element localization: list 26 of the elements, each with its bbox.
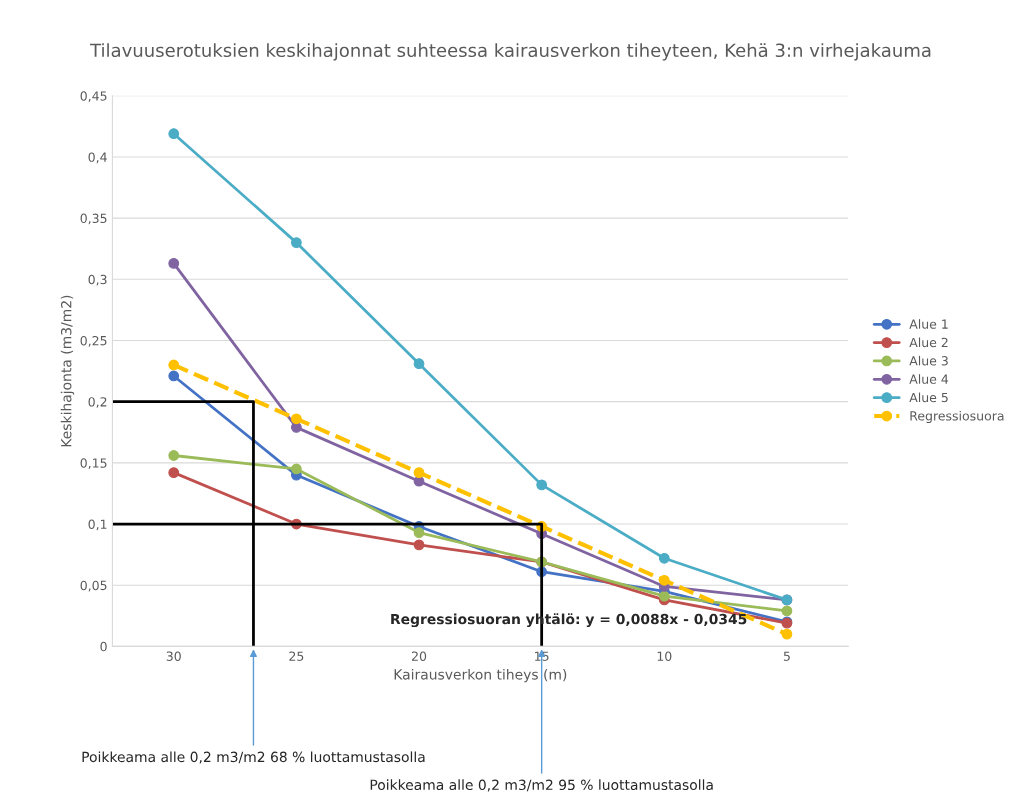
x-tick-label: 25 (289, 651, 304, 661)
y-tick-label: 0,4 (88, 152, 107, 164)
legend-label: Alue 1 (909, 319, 948, 329)
x-tick-label: 5 (783, 651, 790, 661)
legend-label: Alue 5 (909, 392, 948, 403)
x-tick-label: 20 (411, 651, 427, 661)
y-tick-label: 0,45 (80, 91, 107, 102)
x-axis-title: Kairausverkon tiheys (m) (394, 668, 567, 683)
y-tick-label: 0,25 (80, 335, 107, 347)
y-tick-label: 0,3 (88, 274, 107, 286)
annotation: Poikkeama alle 0,2 m3/m2 68 % luottamustasolla (82, 751, 425, 764)
legend-label: Regressiosuora (910, 410, 1004, 423)
y-tick-label: 0,1 (88, 519, 107, 531)
y-tick-label: 0,2 (88, 397, 107, 408)
y-tick-label: 0,35 (80, 213, 107, 225)
y-tick-label: 0,05 (80, 580, 107, 592)
legend-label: Alue 2 (909, 337, 948, 348)
y-tick-label: 0,15 (80, 458, 107, 470)
x-tick-label: 30 (166, 651, 181, 661)
y-tick-label: 0 (100, 641, 107, 652)
legend-label: Alue 4 (909, 374, 949, 384)
x-tick-label: 10 (657, 651, 672, 661)
y-axis-title: Keskihajonta (m3/m2) (60, 295, 75, 447)
chart-title: Tilavuuserotuksien keskihajonnat suhteessa kairausverkon tiheyteen, Kehä 3:n virhejakauma (90, 43, 931, 61)
annotation: Poikkeama alle 0,2 m3/m2 95 % luottamustasolla (370, 779, 713, 792)
legend-label: Alue 3 (909, 355, 948, 366)
